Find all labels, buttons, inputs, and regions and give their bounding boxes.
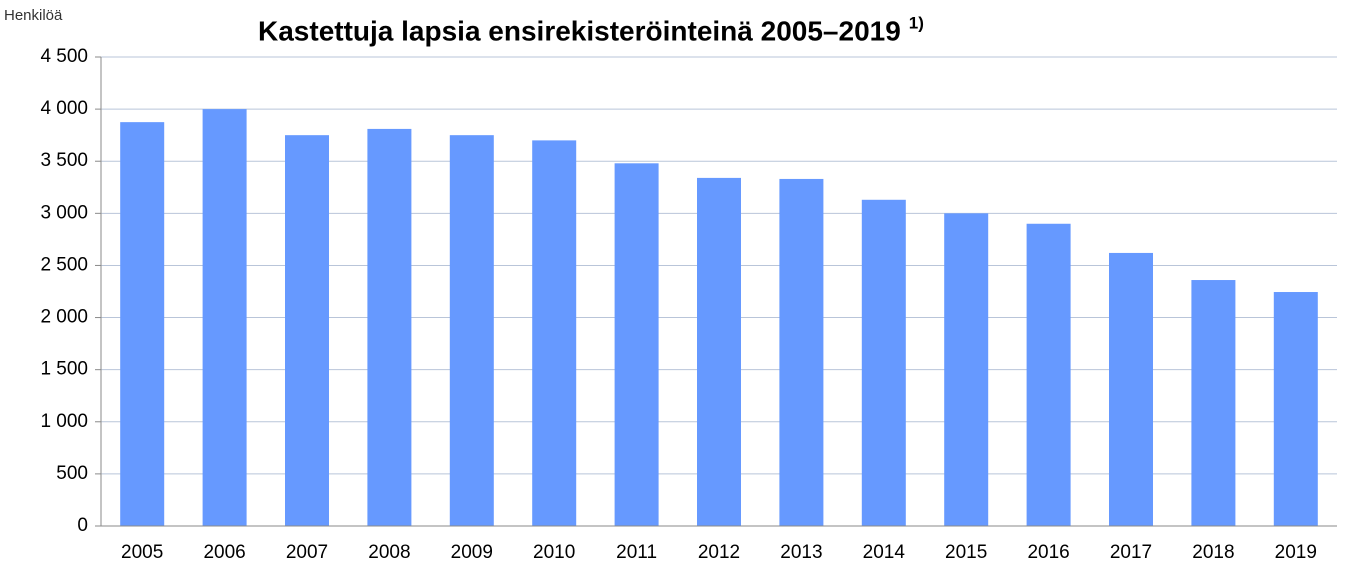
- bar: [367, 128, 412, 526]
- bar: [1109, 252, 1153, 526]
- y-tick-label: 3 000: [40, 202, 88, 223]
- bar: [532, 140, 577, 526]
- bar: [449, 135, 494, 526]
- y-tick-label: 3 500: [40, 150, 88, 171]
- y-tick-label: 500: [56, 463, 88, 484]
- x-tick-label: 2007: [286, 542, 328, 563]
- x-tick-label: 2012: [698, 542, 740, 563]
- x-tick-label: 2013: [780, 542, 822, 563]
- bar: [285, 135, 329, 526]
- bar: [697, 177, 741, 527]
- x-tick-label: 2019: [1275, 542, 1317, 563]
- x-tick-label: 2011: [616, 542, 657, 563]
- x-tick-label: 2018: [1192, 542, 1234, 563]
- y-tick-label: 2 000: [40, 307, 88, 328]
- y-tick-label: 0: [77, 515, 88, 536]
- y-tick-label: 2 500: [40, 254, 88, 275]
- x-tick-label: 2010: [533, 542, 575, 563]
- x-tick-label: 2006: [203, 542, 245, 563]
- x-tick-label: 2008: [368, 542, 410, 563]
- bar: [614, 163, 659, 526]
- y-tick-label: 1 500: [40, 359, 88, 380]
- bar: [779, 178, 824, 526]
- bar: [1273, 292, 1318, 526]
- y-tick-label: 1 000: [40, 411, 88, 432]
- x-tick-label: 2016: [1027, 542, 1069, 563]
- x-tick-label: 2017: [1110, 542, 1152, 563]
- bar: [1026, 223, 1071, 526]
- bar: [861, 199, 906, 527]
- x-tick-label: 2014: [863, 542, 906, 563]
- title-note: 1): [909, 13, 924, 32]
- bar: [120, 122, 165, 526]
- bar: [202, 109, 247, 526]
- bar: [1191, 280, 1236, 526]
- bar: [944, 213, 989, 527]
- x-tick-label: 2015: [945, 542, 987, 563]
- x-tick-label: 2005: [121, 542, 163, 563]
- y-tick-label: 4 500: [40, 46, 88, 67]
- y-tick-label: 4 000: [40, 98, 88, 119]
- y-axis-label: Henkilöä: [4, 7, 63, 24]
- chart-title: Kastettuja lapsia ensirekisteröinteinä 2…: [258, 15, 901, 46]
- x-tick-label: 2009: [451, 542, 493, 563]
